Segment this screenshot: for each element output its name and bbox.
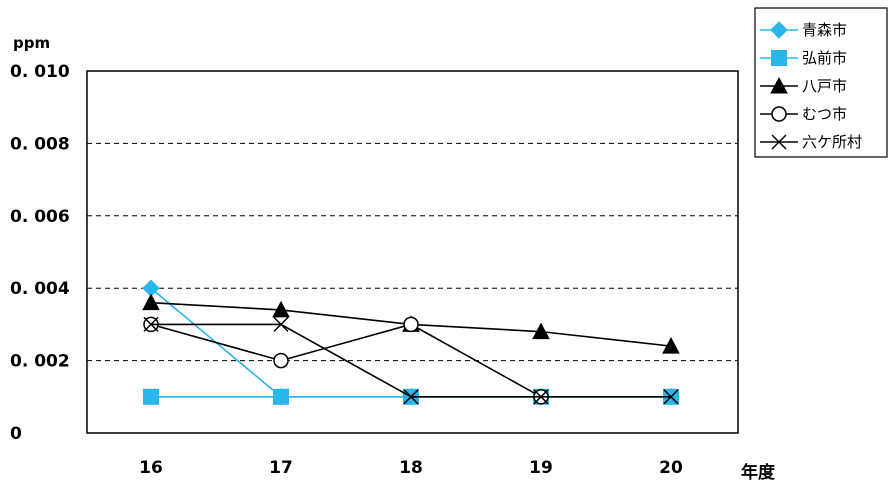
- legend-label: 八戸市: [802, 77, 847, 95]
- legend-swatch-marker: [770, 76, 788, 94]
- x-tick-label: 18: [399, 458, 423, 478]
- y-tick-label: 0. 002: [10, 352, 70, 372]
- legend-item: 弘前市: [760, 49, 847, 67]
- legend-swatch-marker: [770, 21, 788, 39]
- data-point: [403, 389, 419, 405]
- data-point: [662, 337, 680, 354]
- legend-swatch-marker: [771, 134, 787, 150]
- data-point: [533, 389, 549, 405]
- data-point: [272, 300, 290, 318]
- grid-lines: [87, 142, 738, 362]
- data-point: [273, 352, 289, 369]
- x-tick-label: 19: [529, 458, 553, 478]
- y-tick-label: 0. 006: [10, 207, 70, 227]
- legend-item: 青森市: [760, 21, 847, 39]
- data-point: [142, 293, 160, 311]
- x-tick-label: 16: [139, 458, 163, 478]
- legend-label: むつ市: [802, 105, 847, 123]
- series-line: [150, 323, 542, 398]
- series-5: [143, 316, 679, 405]
- y-axis-ticks: 0 0. 002 0. 004 0. 006 0. 008 0. 010: [10, 62, 70, 444]
- y-tick-label: 0. 004: [10, 279, 70, 299]
- legend-swatch-marker: [771, 106, 787, 122]
- legend-item: むつ市: [760, 105, 847, 123]
- y-axis-label: ppm: [13, 34, 50, 52]
- series-line: [150, 287, 671, 398]
- x-tick-label: 20: [659, 458, 683, 478]
- y-tick-label: 0. 010: [10, 62, 70, 82]
- y-tick-label: 0: [10, 424, 22, 444]
- data-point: [403, 316, 419, 333]
- x-axis-ticks: 16 17 18 19 20: [139, 458, 683, 478]
- data-point: [143, 316, 159, 332]
- legend-item: 六ケ所村: [760, 133, 862, 151]
- data-point: [143, 388, 159, 405]
- legend-item: 八戸市: [760, 76, 847, 95]
- x-axis-label: 年度: [741, 462, 776, 483]
- x-tick-label: 17: [269, 458, 293, 478]
- plot-area: [86, 70, 739, 434]
- data-point: [532, 322, 550, 340]
- legend-swatch-marker: [771, 50, 787, 66]
- data-point: [273, 388, 289, 405]
- legend-label: 弘前市: [802, 49, 847, 67]
- series-1: [142, 279, 680, 406]
- data-point: [663, 389, 679, 405]
- series-group: [142, 279, 680, 406]
- legend-label: 六ケ所村: [802, 133, 862, 151]
- legend-label: 青森市: [802, 21, 847, 39]
- data-point: [273, 316, 289, 332]
- y-tick-label: 0. 008: [10, 134, 70, 154]
